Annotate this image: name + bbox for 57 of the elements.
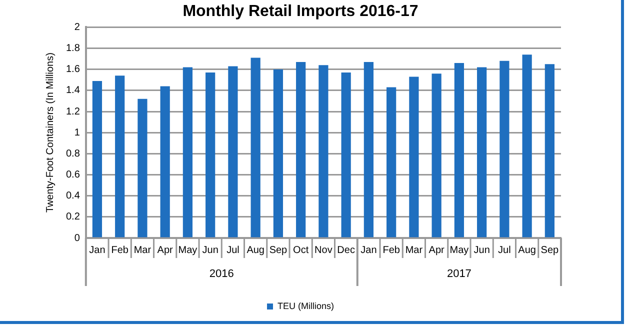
y-tick-label: 0.2: [66, 212, 80, 223]
x-tick-label: Mar: [405, 244, 424, 256]
bar: [206, 72, 216, 238]
x-tick-label: Jan: [360, 244, 377, 256]
x-tick-label: Feb: [111, 244, 129, 256]
x-tick-label: Sep: [269, 244, 288, 256]
y-tick-label: 1.8: [66, 43, 80, 54]
bar: [454, 63, 464, 238]
y-tick-label: 0.6: [66, 170, 80, 181]
y-tick-label: 1.6: [66, 64, 80, 76]
bar: [115, 76, 125, 238]
x-tick-label: Jul: [498, 244, 511, 256]
bar: [341, 72, 351, 238]
bar: [432, 74, 442, 238]
bar: [138, 98, 148, 238]
x-tick-label: Aug: [246, 244, 264, 256]
bar: [92, 80, 102, 238]
bar: [477, 67, 487, 238]
bar: [318, 65, 328, 238]
x-tick-label: Jun: [474, 244, 490, 256]
bar: [250, 58, 260, 238]
x-tick-label: Feb: [382, 244, 400, 256]
y-tick-label: 2: [74, 22, 80, 33]
x-tick-label: May: [178, 244, 198, 256]
y-tick-label: 0: [74, 232, 80, 244]
text: 2017: [446, 268, 472, 280]
bar: [273, 69, 284, 238]
bar: [296, 62, 306, 238]
bar: [409, 76, 419, 238]
bar: [522, 54, 532, 238]
x-tick-label: Nov: [314, 244, 332, 256]
x-tick-label: Mar: [134, 244, 152, 256]
bar: [386, 87, 396, 238]
y-tick-label: 1.2: [66, 106, 80, 118]
x-tick-label: Oct: [293, 244, 309, 256]
bar: [544, 64, 554, 238]
bar: [182, 67, 193, 238]
x-tick-label: Dec: [337, 244, 355, 256]
bar: [228, 66, 238, 238]
x-tick-label: Apr: [428, 244, 446, 256]
x-tick-label: Apr: [157, 244, 174, 256]
bar: [160, 86, 170, 238]
x-tick-label: Aug: [518, 244, 536, 256]
y-axis-title: Twenty-Foot Containers (In Millions): [44, 52, 56, 213]
x-tick-label: Jun: [202, 244, 218, 256]
chart-title: Monthly Retail Imports 2016-17: [182, 3, 418, 20]
text: 2016: [209, 268, 234, 280]
x-tick-label: Jul: [226, 244, 240, 256]
y-tick-label: 0.4: [66, 190, 80, 202]
bar: [500, 60, 510, 238]
y-tick-label: 1: [74, 127, 80, 138]
x-tick-label: Jan: [89, 244, 106, 256]
x-tick-label: Sep: [540, 244, 560, 256]
y-tick-label: 1.4: [66, 85, 80, 96]
bar: [364, 62, 374, 238]
y-tick-label: 0.8: [66, 148, 80, 160]
x-tick-label: May: [450, 244, 469, 256]
